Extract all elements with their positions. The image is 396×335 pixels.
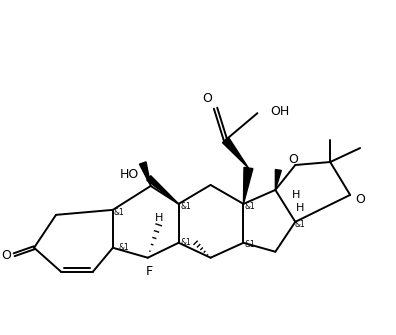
Text: HO: HO bbox=[120, 169, 139, 182]
Text: OH: OH bbox=[270, 105, 289, 118]
Text: H: H bbox=[154, 213, 163, 223]
Text: O: O bbox=[355, 193, 365, 206]
Text: O: O bbox=[288, 152, 298, 165]
Text: H: H bbox=[292, 190, 301, 200]
Text: &1: &1 bbox=[295, 220, 306, 229]
Text: O: O bbox=[203, 92, 213, 105]
Text: &1: &1 bbox=[180, 202, 191, 211]
Text: F: F bbox=[146, 265, 153, 278]
Text: O: O bbox=[1, 249, 11, 262]
Polygon shape bbox=[223, 138, 248, 168]
Polygon shape bbox=[244, 168, 253, 204]
Text: &1: &1 bbox=[118, 243, 129, 252]
Text: &1: &1 bbox=[180, 238, 191, 247]
Text: H: H bbox=[296, 203, 305, 213]
Polygon shape bbox=[275, 170, 281, 190]
Polygon shape bbox=[147, 176, 179, 204]
Text: &1: &1 bbox=[244, 240, 255, 249]
Text: &1: &1 bbox=[244, 202, 255, 211]
Text: &1: &1 bbox=[114, 208, 124, 217]
Polygon shape bbox=[139, 162, 151, 186]
